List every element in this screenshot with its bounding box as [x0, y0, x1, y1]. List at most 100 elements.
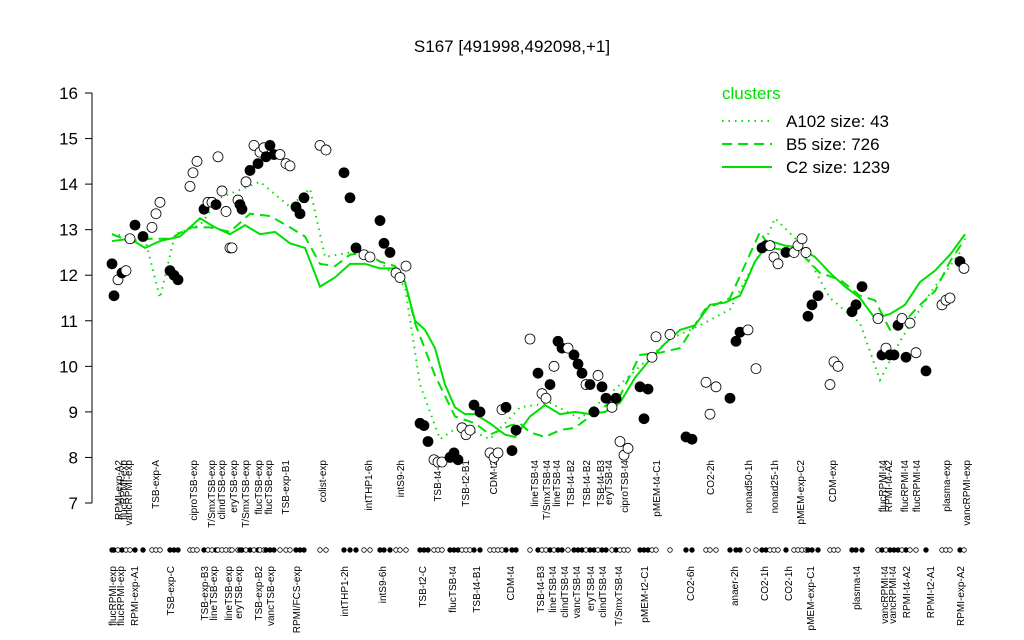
x-tick-label: vancRPMI-t4: [888, 566, 899, 624]
x-tick-label: TSB-t4-B1: [472, 566, 483, 613]
x-tick-label: colist-exp: [318, 460, 329, 503]
y-tick-label: 11: [60, 312, 78, 331]
point: [124, 233, 136, 245]
point: [274, 149, 286, 160]
point: [350, 242, 362, 254]
rug-mark: [603, 547, 609, 553]
rug-mark: [301, 547, 307, 553]
legend-label: A102 size: 43: [786, 112, 889, 131]
x-tick-label: vancRPMI-t4: [880, 566, 891, 624]
rug-mark: [809, 547, 815, 553]
rug-mark: [341, 547, 347, 553]
point: [436, 456, 448, 468]
x-tick-label: clindTSB-exp: [217, 460, 228, 520]
point: [129, 219, 141, 231]
point: [191, 155, 203, 167]
x-tick-label: vancTSB-exp: [266, 566, 277, 626]
point: [120, 265, 132, 277]
point: [944, 292, 956, 304]
y-tick-label: 8: [69, 448, 78, 467]
point: [378, 237, 390, 249]
point: [596, 381, 608, 393]
x-tick-label: TSB-t2-C: [418, 566, 429, 608]
rug-mark: [923, 547, 929, 553]
x-tick-label: intS9-2h: [396, 460, 407, 497]
x-tick-label: flucTSB-exp: [254, 460, 265, 515]
point: [904, 317, 916, 329]
point: [364, 251, 376, 263]
y-tick-label: 16: [59, 84, 78, 103]
point: [710, 381, 722, 393]
point: [422, 436, 434, 447]
y-tick-label: 12: [59, 266, 78, 285]
x-tick-label: eryTSB-exp: [234, 566, 245, 619]
legend-title: clusters: [722, 84, 781, 103]
rug-mark: [132, 547, 138, 553]
point: [394, 272, 406, 283]
rug-mark: [397, 547, 403, 553]
point: [374, 215, 386, 226]
rug-mark: [439, 547, 445, 553]
point: [108, 290, 120, 302]
x-tick-label: flucRPMI-exp: [116, 566, 127, 626]
point: [248, 139, 260, 151]
point: [600, 392, 612, 404]
rug-mark: [947, 547, 953, 553]
point: [252, 158, 264, 170]
x-tick-label: eryTSB-exp: [229, 460, 240, 513]
point: [384, 247, 396, 258]
point: [524, 333, 536, 345]
point: [568, 349, 580, 361]
point: [704, 408, 716, 420]
x-tick-label: pMEM-exp-C1: [806, 566, 817, 631]
x-tick-label: vancRPMI-exp: [124, 460, 135, 526]
y-tick-label: 15: [59, 130, 78, 149]
x-tick-label: flucRPMI-exp: [119, 460, 130, 520]
point: [638, 413, 650, 425]
x-tick-label: CDM-t2: [489, 460, 500, 495]
rug-mark: [157, 547, 163, 553]
x-tick-label: nonad50-1h: [744, 460, 755, 513]
x-tick-label: CO2-1h: [784, 566, 795, 601]
rug-mark: [287, 547, 293, 553]
x-tick-label: intS9-6h: [378, 566, 389, 603]
rug-mark: [347, 547, 353, 553]
point: [540, 392, 552, 404]
rug-mark: [425, 547, 431, 553]
rug-mark: [513, 547, 519, 553]
x-tick-label: flucTSB-t4: [448, 566, 459, 613]
x-tick-label: plasma-exp: [942, 460, 953, 512]
point: [548, 360, 560, 372]
rug-mark: [127, 547, 133, 553]
point: [106, 258, 118, 270]
x-tick-label: RPMI-exp-A2: [956, 566, 967, 626]
rug-mark: [913, 547, 919, 553]
x-tick-label: T/SmxTSB-t4: [614, 566, 625, 626]
x-tick-label: plasma-t4: [852, 566, 863, 610]
point: [226, 242, 238, 254]
x-tick-label: pMEM-t2-C1: [640, 566, 651, 623]
x-tick-label: eryTSB-t4: [604, 460, 615, 505]
rug-mark: [853, 547, 859, 553]
point: [730, 335, 742, 347]
point: [812, 290, 824, 302]
point: [264, 139, 276, 151]
legend-label: B5 size: 726: [786, 135, 880, 154]
rug-mark: [625, 547, 631, 553]
x-tick-label: TSB-exp-B3: [200, 566, 211, 621]
point: [910, 347, 922, 359]
rug-mark: [175, 547, 181, 553]
x-tick-label: RPMI-exp-A1: [130, 566, 141, 626]
point: [464, 424, 476, 436]
point: [584, 379, 596, 390]
point: [796, 233, 808, 245]
rug-mark: [815, 547, 821, 553]
x-tick-label: TSB-t2-B1: [461, 460, 472, 507]
rug-mark: [353, 547, 359, 553]
point: [240, 176, 252, 188]
rug-mark: [361, 547, 367, 553]
rug-mark: [745, 547, 751, 553]
x-tick-label: eryTSB-t4: [586, 566, 597, 611]
